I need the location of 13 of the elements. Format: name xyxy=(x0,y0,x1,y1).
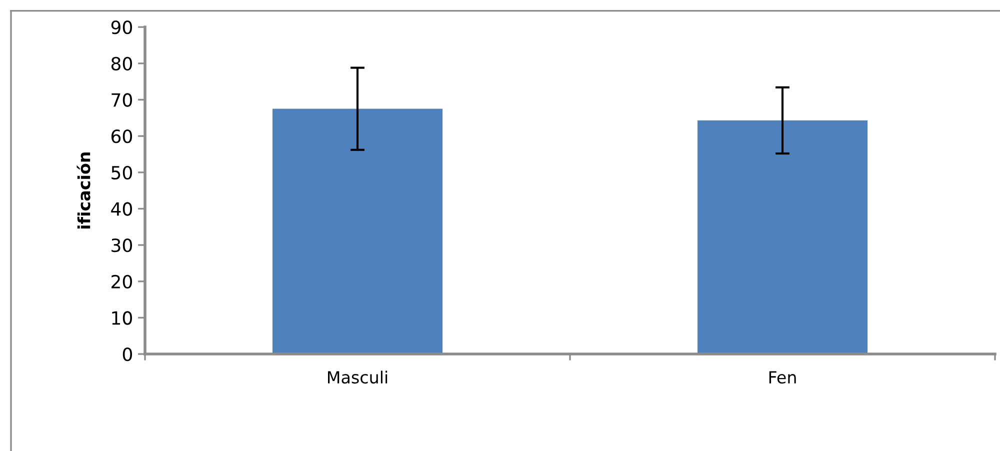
y-tick-label: 90 xyxy=(111,20,132,34)
y-tick-label: 40 xyxy=(111,202,132,216)
y-tick-label: 60 xyxy=(111,130,132,144)
x-tick-label: Fen xyxy=(769,371,796,384)
y-tick-label: 30 xyxy=(112,238,132,252)
y-tick-label: 70 xyxy=(112,93,132,107)
y-axis-title: ificación xyxy=(76,152,90,229)
y-tick-label: 0 xyxy=(122,347,132,362)
x-tick-label: Masculi xyxy=(328,370,388,384)
y-tick-label: 80 xyxy=(111,56,132,71)
y-tick-label: 50 xyxy=(112,166,132,180)
y-tick-label: 10 xyxy=(112,311,132,325)
y-tick-label: 20 xyxy=(112,274,132,288)
